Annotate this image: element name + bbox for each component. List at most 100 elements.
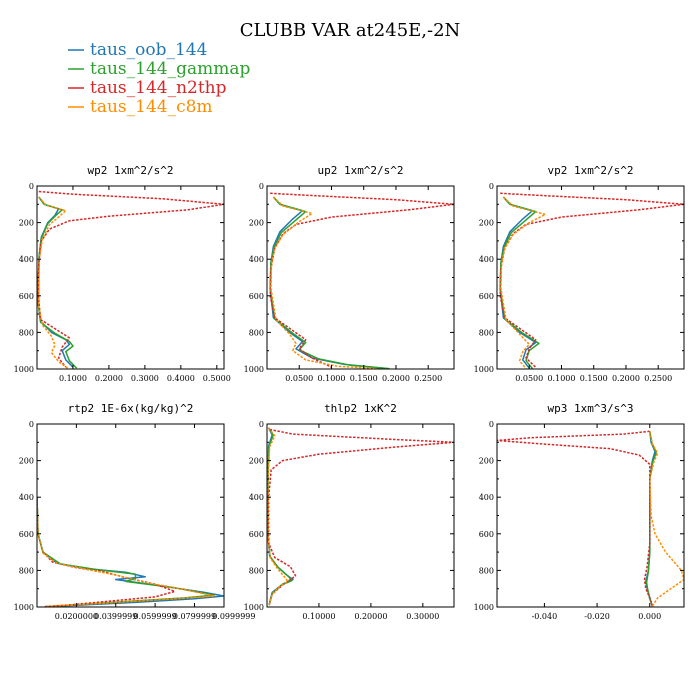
y-tick-label: 0 (489, 420, 494, 429)
y-tick-label: 600 (249, 292, 264, 301)
y-tick-label: 800 (249, 328, 264, 337)
panel-title: vp2 1xm^2/s^2 (547, 164, 633, 177)
plot-frame (496, 185, 685, 370)
y-tick-label: 800 (19, 566, 34, 575)
x-tick-label: 0.1500 (580, 374, 608, 383)
y-tick-label: 1000 (14, 603, 34, 612)
x-tick-label: 0.1000 (59, 374, 87, 383)
y-tick-label: 200 (249, 457, 264, 466)
y-tick-label: 1000 (474, 603, 494, 612)
x-tick-label: 0.4000 (167, 374, 195, 383)
legend-entry: taus_144_gammap (90, 59, 250, 79)
x-tick-label: 0.0399999 (94, 612, 137, 621)
y-tick-label: 0 (29, 420, 34, 429)
chart-panel: wp3 1xm^3/s^3 0 200 400 600 800 1000 -0.040 -0.0… (474, 402, 685, 621)
y-tick-label: 400 (479, 255, 494, 264)
series-line-taus_144_n2thp (267, 428, 454, 606)
panel-title: up2 1xm^2/s^2 (317, 164, 403, 177)
chart-panel: thlp2 1xK^2 0 200 400 600 800 1000 0.10000 0.200… (244, 402, 455, 621)
series-line-taus_144_gammap (37, 196, 78, 369)
y-tick-label: 800 (249, 566, 264, 575)
x-tick-label: 0.0599999 (133, 612, 176, 621)
series-line-taus_144_gammap (37, 497, 215, 607)
y-tick-label: 600 (479, 530, 494, 539)
x-tick-label: 0.30000 (406, 612, 439, 621)
y-tick-label: 200 (479, 219, 494, 228)
x-tick-label: 0.2500 (414, 374, 442, 383)
series-line-taus_144_c8m (38, 196, 69, 369)
x-tick-label: 0.1000 (317, 374, 345, 383)
panel-title: wp2 1xm^2/s^2 (87, 164, 173, 177)
y-tick-label: 1000 (474, 365, 494, 374)
y-tick-label: 400 (19, 493, 34, 502)
series-line-taus_oob_144 (37, 497, 224, 607)
x-tick-label: 0.0500 (285, 374, 313, 383)
series-line-taus_oob_144 (37, 196, 74, 368)
series-line-taus_144_n2thp (497, 430, 654, 607)
y-tick-label: 200 (249, 219, 264, 228)
chart-panel: rtp2 1E-6x(kg/kg)^2 0 200 400 600 800 1000 0.02… (14, 402, 256, 621)
legend: taus_oob_144taus_144_gammaptaus_144_n2th… (68, 40, 250, 117)
x-tick-label: 0.000 (638, 612, 661, 621)
chart-panel: vp2 1xm^2/s^2 0 200 400 600 800 1000 0.0500 0.10… (474, 164, 685, 383)
x-tick-label: 0.0200000 (55, 612, 98, 621)
x-tick-label: 0.3000 (131, 374, 159, 383)
x-tick-label: 0.1000 (547, 374, 575, 383)
y-tick-label: 400 (249, 255, 264, 264)
series-line-taus_oob_144 (499, 196, 537, 369)
series-line-taus_144_c8m (500, 196, 547, 369)
x-tick-label: 0.20000 (354, 612, 387, 621)
y-tick-label: 200 (479, 457, 494, 466)
y-tick-label: 0 (259, 420, 264, 429)
y-tick-label: 0 (259, 182, 264, 191)
x-tick-label: 0.1500 (350, 374, 378, 383)
y-tick-label: 1000 (244, 603, 264, 612)
y-tick-label: 1000 (244, 365, 264, 374)
series-line-taus_144_n2thp (37, 497, 176, 607)
y-tick-label: 800 (19, 328, 34, 337)
legend-entry: taus_144_n2thp (90, 78, 227, 98)
y-tick-label: 600 (479, 292, 494, 301)
x-tick-label: -0.020 (584, 612, 610, 621)
series-line-taus_oob_144 (267, 427, 294, 606)
chart-panel: wp2 1xm^2/s^2 0 200 400 600 800 1000 0.1000 0.20… (14, 164, 231, 383)
legend-entry: taus_144_c8m (90, 97, 213, 117)
series-line-taus_144_c8m (267, 427, 289, 606)
x-tick-label: 0.5000 (203, 374, 231, 383)
x-tick-label: 0.2500 (644, 374, 672, 383)
series-line-taus_144_n2thp (37, 190, 224, 368)
plot-frame (36, 185, 225, 370)
x-tick-label: 0.10000 (302, 612, 335, 621)
y-tick-label: 800 (479, 566, 494, 575)
chart-panel: up2 1xm^2/s^2 0 200 400 600 800 1000 0.0500 0.10… (244, 164, 455, 383)
panel-title: wp3 1xm^3/s^3 (547, 402, 633, 415)
x-tick-label: 0.0799999 (173, 612, 216, 621)
y-tick-label: 800 (479, 328, 494, 337)
x-tick-label: 0.0500 (515, 374, 543, 383)
series-line-taus_144_c8m (270, 196, 377, 369)
legend-entry: taus_oob_144 (90, 40, 207, 60)
panel-title: thlp2 1xK^2 (324, 402, 397, 415)
y-tick-label: 400 (19, 255, 34, 264)
x-tick-label: 0.0999999 (212, 612, 255, 621)
y-tick-label: 400 (479, 493, 494, 502)
x-tick-label: 0.2000 (612, 374, 640, 383)
series-line-taus_144_c8m (37, 497, 215, 607)
series-line-taus_oob_144 (269, 196, 384, 369)
y-tick-label: 200 (19, 219, 34, 228)
y-tick-label: 600 (249, 530, 264, 539)
series-line-taus_144_n2thp (269, 192, 454, 368)
series-line-taus_144_c8m (649, 431, 684, 607)
x-tick-label: 0.2000 (95, 374, 123, 383)
x-tick-label: -0.040 (532, 612, 558, 621)
series-line-taus_144_gammap (267, 427, 293, 606)
y-tick-label: 0 (29, 182, 34, 191)
chart-panels: wp2 1xm^2/s^2 0 200 400 600 800 1000 0.1000 0.20… (14, 164, 685, 621)
y-tick-label: 600 (19, 292, 34, 301)
y-tick-label: 200 (19, 457, 34, 466)
y-tick-label: 600 (19, 530, 34, 539)
y-tick-label: 0 (489, 182, 494, 191)
panel-title: rtp2 1E-6x(kg/kg)^2 (68, 402, 194, 415)
x-tick-label: 0.2000 (382, 374, 410, 383)
